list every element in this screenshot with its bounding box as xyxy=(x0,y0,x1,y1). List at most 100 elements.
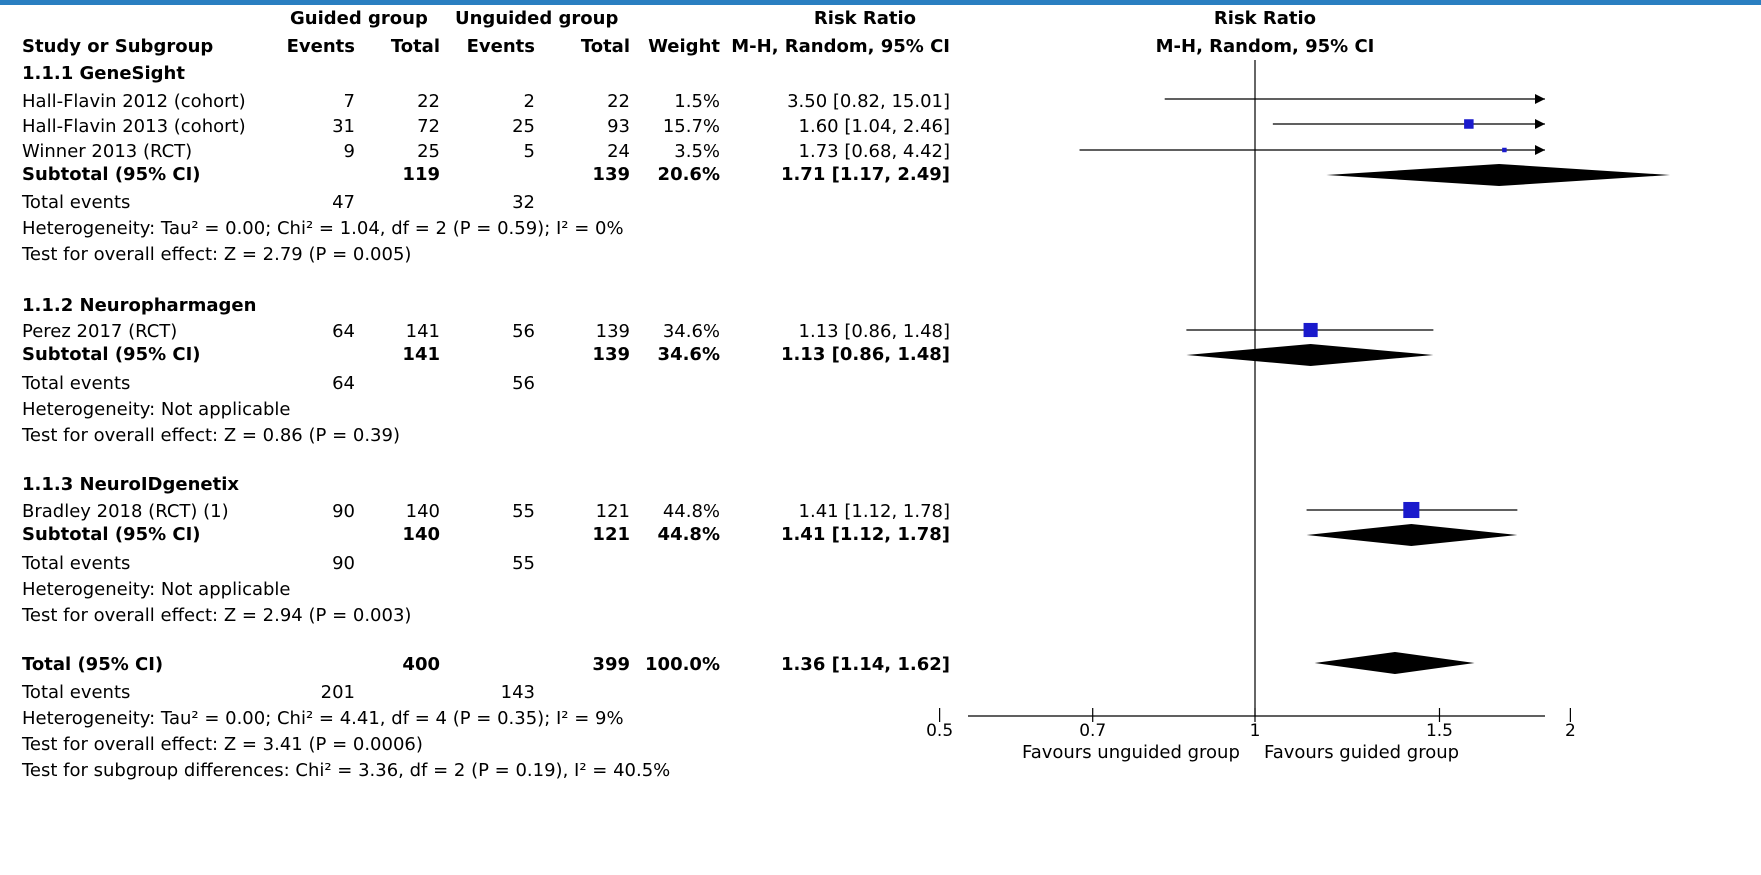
heterogeneity-text: Heterogeneity: Not applicable xyxy=(22,399,291,420)
subgroup-differences-text: Test for subgroup differences: Chi² = 3.… xyxy=(22,760,671,781)
study-weight: 15.7% xyxy=(662,116,720,137)
x-tick-label: 1 xyxy=(1250,721,1261,741)
overall-effect-text: Test for overall effect: Z = 3.41 (P = 0… xyxy=(22,734,423,755)
total-weight: 100.0% xyxy=(645,654,720,675)
study-risk-ratio: 1.60 [1.04, 2.46] xyxy=(798,116,950,137)
subtotal-risk-ratio: 1.41 [1.12, 1.78] xyxy=(780,524,950,545)
subgroup-title: 1.1.2 Neuropharmagen xyxy=(22,295,257,316)
subgroup-title: 1.1.1 GeneSight xyxy=(22,63,185,84)
unguided-total: 121 xyxy=(595,501,630,522)
risk-ratio-header: Risk Ratio xyxy=(813,8,917,29)
guided-events: 9 xyxy=(343,141,355,162)
unguided-events: 55 xyxy=(512,501,535,522)
x-tick-label: 0.5 xyxy=(926,721,953,741)
total-unguided-total: 399 xyxy=(592,654,630,675)
subtotal-label: Subtotal (95% CI) xyxy=(22,344,201,365)
study-marker xyxy=(1403,501,1420,519)
guided-total: 22 xyxy=(417,91,440,112)
unguided-events: 2 xyxy=(523,91,535,112)
study-risk-ratio: 1.41 [1.12, 1.78] xyxy=(798,501,950,522)
overall-effect-text: Test for overall effect: Z = 0.86 (P = 0… xyxy=(22,425,400,446)
overall-effect-text: Test for overall effect: Z = 2.94 (P = 0… xyxy=(22,605,412,626)
subtotal-label: Subtotal (95% CI) xyxy=(22,164,201,185)
guided-total-events: 64 xyxy=(332,373,355,394)
pooled-diamond xyxy=(1326,164,1671,186)
study-subgroup-header: Study or Subgroup xyxy=(22,36,214,57)
unguided-total: 24 xyxy=(607,141,630,162)
subtotal-guided-total: 140 xyxy=(402,524,440,545)
favours-unguided-label: Favours unguided group xyxy=(1022,742,1240,763)
unguided-group-header: Unguided group xyxy=(455,8,619,29)
subgroup-title: 1.1.3 NeuroIDgenetix xyxy=(22,474,239,495)
x-tick-label: 1.5 xyxy=(1426,721,1453,741)
subtotal-guided-total: 141 xyxy=(402,344,440,365)
guided-total: 141 xyxy=(405,321,440,342)
total-risk-ratio: 1.36 [1.14, 1.62] xyxy=(780,654,950,675)
ci-arrow xyxy=(1535,119,1545,129)
unguided-total-events: 56 xyxy=(512,373,535,394)
study-risk-ratio: 1.73 [0.68, 4.42] xyxy=(798,141,950,162)
guided-events: 64 xyxy=(332,321,355,342)
guided-events: 31 xyxy=(332,116,355,137)
guided-total: 140 xyxy=(405,501,440,522)
heterogeneity-text: Heterogeneity: Not applicable xyxy=(22,579,291,600)
total-events-label: Total events xyxy=(22,192,131,213)
heterogeneity-text: Heterogeneity: Tau² = 0.00; Chi² = 4.41,… xyxy=(22,708,624,729)
total-events-label: Total events xyxy=(22,553,131,574)
study-marker xyxy=(1303,322,1318,338)
ci-arrow xyxy=(1535,145,1545,155)
subtotal-unguided-total: 139 xyxy=(592,164,630,185)
total-events-label: Total events xyxy=(22,373,131,394)
unguided-total-events: 32 xyxy=(512,192,535,213)
study-weight: 34.6% xyxy=(662,321,720,342)
pooled-diamond xyxy=(1306,524,1518,546)
study-name: Perez 2017 (RCT) xyxy=(22,321,178,342)
study-marker xyxy=(1464,119,1474,129)
heterogeneity-text: Heterogeneity: Tau² = 0.00; Chi² = 1.04,… xyxy=(22,218,624,239)
unguided-total: 22 xyxy=(607,91,630,112)
overall-effect-text: Test for overall effect: Z = 2.79 (P = 0… xyxy=(22,244,412,265)
unguided-total: 93 xyxy=(607,116,630,137)
study-risk-ratio: 3.50 [0.82, 15.01] xyxy=(787,91,950,112)
study-name: Hall-Flavin 2012 (cohort) xyxy=(22,91,246,112)
unguided-total-events: 55 xyxy=(512,553,535,574)
plot-method-header: M-H, Random, 95% CI xyxy=(1155,36,1375,57)
study-weight: 44.8% xyxy=(662,501,720,522)
x-tick-label: 0.7 xyxy=(1079,721,1106,741)
guided-events-header: Events xyxy=(286,36,355,57)
unguided-events-header: Events xyxy=(466,36,535,57)
total-events-label: Total events xyxy=(22,682,131,703)
study-marker xyxy=(1502,147,1507,153)
guided-total-events: 201 xyxy=(320,682,355,703)
subtotal-risk-ratio: 1.71 [1.17, 2.49] xyxy=(780,164,950,185)
x-tick-label: 2 xyxy=(1565,721,1576,741)
plot-risk-ratio-header: Risk Ratio xyxy=(1213,8,1317,29)
unguided-events: 25 xyxy=(512,116,535,137)
study-weight: 3.5% xyxy=(674,141,720,162)
study-name: Bradley 2018 (RCT) (1) xyxy=(22,501,229,522)
guided-total-header: Total xyxy=(390,36,440,57)
subtotal-unguided-total: 139 xyxy=(592,344,630,365)
subtotal-weight: 34.6% xyxy=(657,344,720,365)
subtotal-weight: 44.8% xyxy=(657,524,720,545)
subtotal-guided-total: 119 xyxy=(402,164,440,185)
unguided-total-header: Total xyxy=(580,36,630,57)
guided-total: 25 xyxy=(417,141,440,162)
total-guided-total: 400 xyxy=(402,654,440,675)
study-name: Winner 2013 (RCT) xyxy=(22,141,193,162)
guided-events: 90 xyxy=(332,501,355,522)
favours-guided-label: Favours guided group xyxy=(1264,742,1460,763)
subtotal-label: Subtotal (95% CI) xyxy=(22,524,201,545)
guided-group-header: Guided group xyxy=(290,8,428,29)
study-risk-ratio: 1.13 [0.86, 1.48] xyxy=(798,321,950,342)
pooled-diamond xyxy=(1314,652,1475,674)
top-accent-bar xyxy=(0,0,1761,5)
study-name: Hall-Flavin 2013 (cohort) xyxy=(22,116,246,137)
method-header: M-H, Random, 95% CI xyxy=(731,36,950,57)
pooled-diamond xyxy=(1186,344,1434,366)
ci-arrow xyxy=(1535,94,1545,104)
guided-total: 72 xyxy=(417,116,440,137)
weight-header: Weight xyxy=(648,36,720,57)
guided-total-events: 90 xyxy=(332,553,355,574)
